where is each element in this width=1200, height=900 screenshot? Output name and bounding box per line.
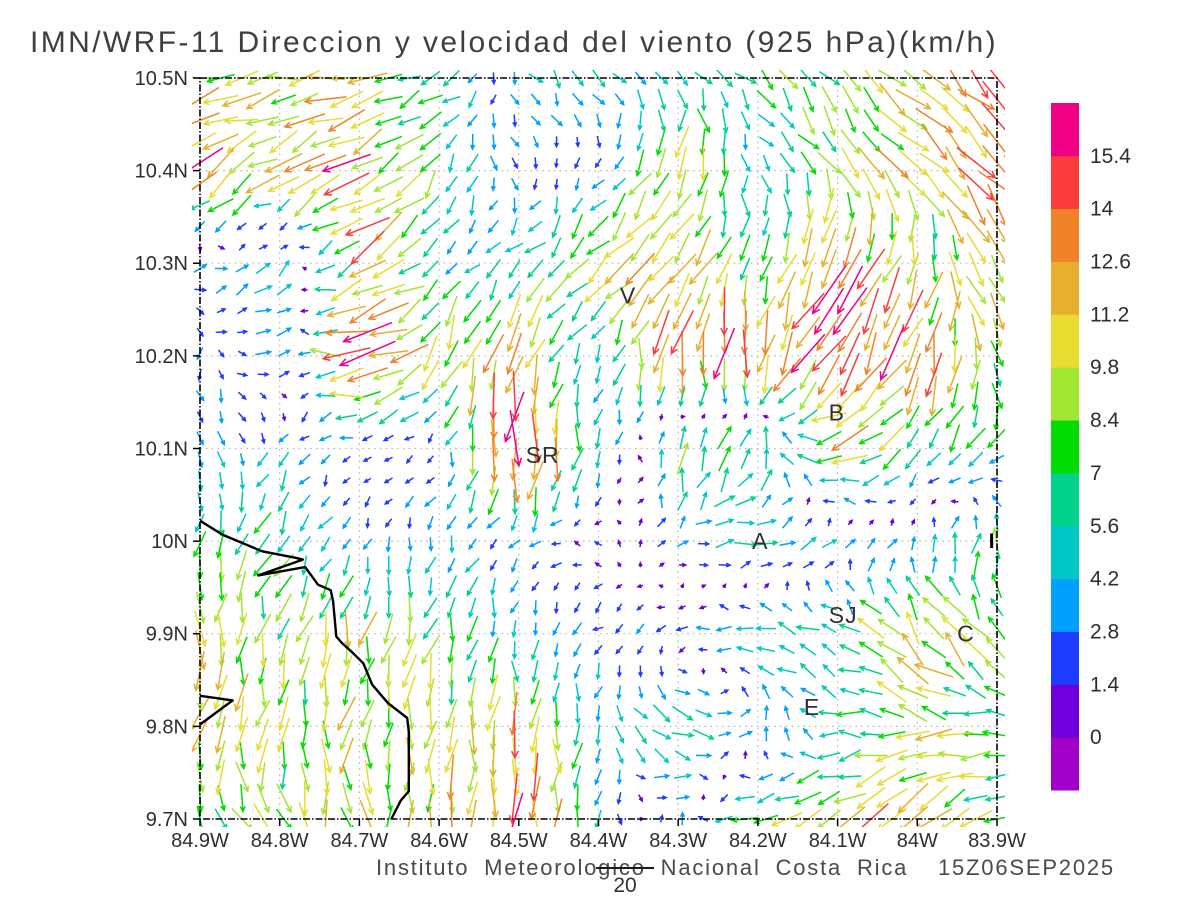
svg-text:84.9W: 84.9W xyxy=(171,830,229,852)
svg-text:84.8W: 84.8W xyxy=(251,830,309,852)
svg-text:84.2W: 84.2W xyxy=(729,830,787,852)
svg-text:2.8: 2.8 xyxy=(1090,621,1119,644)
svg-text:83.9W: 83.9W xyxy=(968,830,1026,852)
city-label-C: C xyxy=(957,621,975,647)
svg-text:8.4: 8.4 xyxy=(1090,409,1120,432)
page-number: 20 xyxy=(613,874,637,897)
coastline-spit xyxy=(199,694,234,726)
chart-title: IMN/WRF-11 Direccion y velocidad del vie… xyxy=(30,26,998,59)
svg-text:9.9N: 9.9N xyxy=(146,624,188,646)
svg-text:84W: 84W xyxy=(897,830,938,852)
svg-text:84.5W: 84.5W xyxy=(490,830,548,852)
svg-text:84.7W: 84.7W xyxy=(330,830,388,852)
svg-text:10.2N: 10.2N xyxy=(135,346,188,368)
svg-text:15.4: 15.4 xyxy=(1090,145,1131,168)
svg-text:4.2: 4.2 xyxy=(1090,568,1119,591)
city-labels: V B SR A SJ C E I xyxy=(526,283,996,720)
x-axis-labels: 84.9W 84.8W 84.7W 84.6W 84.5W 84.4W 84.3W 84.2W… xyxy=(171,830,1026,852)
city-label-I: I xyxy=(989,530,996,553)
svg-text:12.6: 12.6 xyxy=(1090,251,1131,274)
city-label-A: A xyxy=(752,528,768,554)
svg-text:10N: 10N xyxy=(151,531,188,553)
svg-text:10.3N: 10.3N xyxy=(135,253,188,275)
svg-text:10.5N: 10.5N xyxy=(135,68,188,90)
page-rule xyxy=(596,867,654,869)
svg-text:5.6: 5.6 xyxy=(1090,515,1119,538)
city-label-SR: SR xyxy=(526,442,560,468)
city-label-SJ: SJ xyxy=(829,602,858,628)
svg-text:0: 0 xyxy=(1090,726,1102,749)
svg-text:10.1N: 10.1N xyxy=(135,439,188,461)
svg-text:14: 14 xyxy=(1090,198,1114,221)
y-axis-labels: 10.5N 10.4N 10.3N 10.2N 10.1N 10N 9.9N 9.8N 9.7N xyxy=(135,68,188,831)
svg-text:84.3W: 84.3W xyxy=(649,830,707,852)
svg-text:84.4W: 84.4W xyxy=(570,830,628,852)
svg-text:1.4: 1.4 xyxy=(1090,673,1120,696)
city-label-V: V xyxy=(620,283,636,309)
wind-arrows xyxy=(192,70,1005,827)
svg-text:9.7N: 9.7N xyxy=(146,809,188,831)
svg-text:10.4N: 10.4N xyxy=(135,161,188,183)
colorbar-labels: 0 1.4 2.8 4.2 5.6 7 8.4 9.8 11.2 12.6 14 15.4 xyxy=(1090,145,1131,749)
svg-text:9.8N: 9.8N xyxy=(146,716,188,738)
svg-text:7: 7 xyxy=(1090,462,1102,485)
city-label-E: E xyxy=(804,694,820,720)
svg-text:11.2: 11.2 xyxy=(1090,303,1129,326)
city-label-B: B xyxy=(829,399,845,425)
coastline xyxy=(199,519,410,820)
svg-text:84.6W: 84.6W xyxy=(410,830,468,852)
svg-text:9.8: 9.8 xyxy=(1090,356,1119,379)
footer-text: Instituto Meteorologico Nacional Costa R… xyxy=(376,855,1115,880)
axis-ticks xyxy=(193,77,998,826)
colorbar xyxy=(1051,103,1079,791)
svg-text:84.1W: 84.1W xyxy=(809,830,867,852)
